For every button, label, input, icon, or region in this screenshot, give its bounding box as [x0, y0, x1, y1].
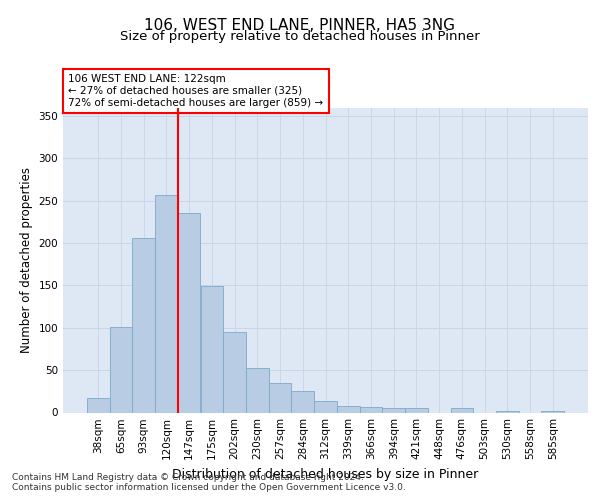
Bar [246, 368, 269, 412]
Text: Size of property relative to detached houses in Pinner: Size of property relative to detached ho… [120, 30, 480, 43]
Bar [292, 392, 314, 412]
Bar [451, 408, 473, 412]
Bar [314, 402, 337, 412]
Y-axis label: Number of detached properties: Number of detached properties [20, 167, 33, 353]
Bar [541, 411, 564, 412]
Bar [337, 406, 359, 412]
Bar [223, 332, 246, 412]
Bar [359, 408, 382, 412]
Text: 106 WEST END LANE: 122sqm
← 27% of detached houses are smaller (325)
72% of semi: 106 WEST END LANE: 122sqm ← 27% of detac… [68, 74, 323, 108]
Bar [110, 327, 133, 412]
Bar [382, 408, 405, 412]
Bar [155, 195, 178, 412]
Bar [178, 214, 200, 412]
Bar [496, 411, 518, 412]
Bar [133, 238, 155, 412]
Bar [87, 398, 110, 412]
Bar [269, 383, 292, 412]
Bar [405, 408, 428, 412]
Bar [200, 286, 223, 412]
Text: Contains HM Land Registry data © Crown copyright and database right 2024.
Contai: Contains HM Land Registry data © Crown c… [12, 473, 406, 492]
X-axis label: Distribution of detached houses by size in Pinner: Distribution of detached houses by size … [172, 468, 479, 481]
Text: 106, WEST END LANE, PINNER, HA5 3NG: 106, WEST END LANE, PINNER, HA5 3NG [145, 18, 455, 32]
